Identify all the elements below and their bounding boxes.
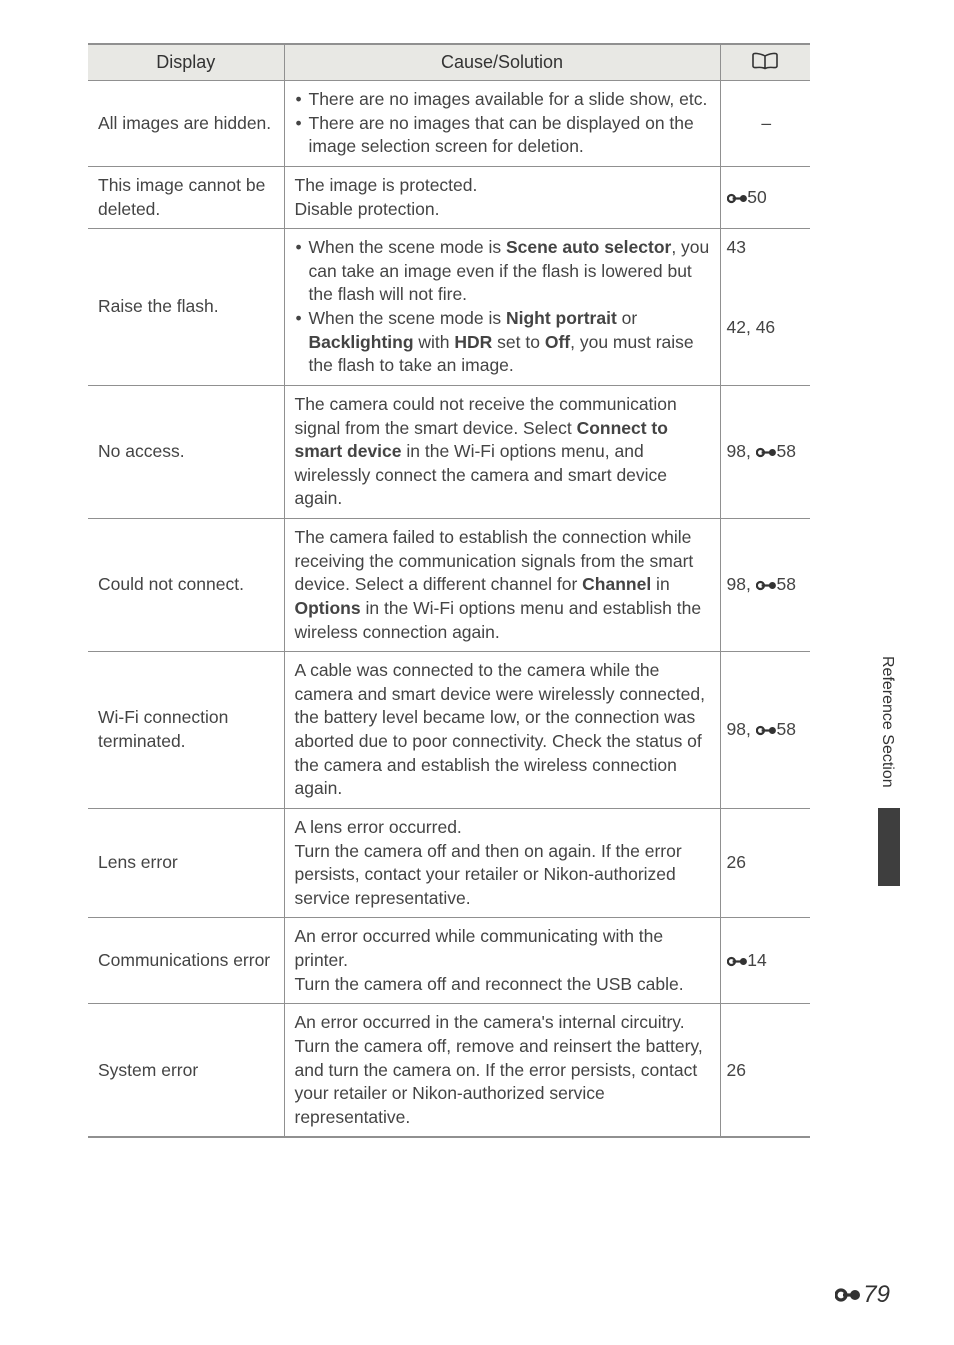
- display-cell: Lens error: [88, 808, 284, 918]
- table-row: No access.The camera could not receive t…: [88, 385, 810, 518]
- header-display: Display: [88, 44, 284, 81]
- header-cause: Cause/Solution: [284, 44, 720, 81]
- cause-cell: A cable was connected to the camera whil…: [284, 652, 720, 809]
- link-icon: [756, 724, 777, 737]
- cause-cell: A lens error occurred.Turn the camera of…: [284, 808, 720, 918]
- reference-cell: 26: [720, 808, 810, 918]
- table-row: Could not connect.The camera failed to e…: [88, 519, 810, 652]
- cause-cell: The camera could not receive the communi…: [284, 385, 720, 518]
- table-row: Raise the flash.When the scene mode is S…: [88, 229, 810, 386]
- reference-cell: 98, 58: [720, 385, 810, 518]
- display-cell: Raise the flash.: [88, 229, 284, 386]
- link-icon: [727, 192, 748, 205]
- display-cell: Communications error: [88, 918, 284, 1004]
- book-icon: [751, 52, 779, 70]
- display-cell: Could not connect.: [88, 519, 284, 652]
- reference-cell: 26: [720, 1004, 810, 1138]
- cause-cell: An error occurred while communicating wi…: [284, 918, 720, 1004]
- display-cell: System error: [88, 1004, 284, 1138]
- display-cell: All images are hidden.: [88, 81, 284, 167]
- reference-cell: 50: [720, 166, 810, 228]
- side-tab-bar: [878, 808, 900, 886]
- cause-cell: The image is protected.Disable protectio…: [284, 166, 720, 228]
- display-cell: This image cannot be deleted.: [88, 166, 284, 228]
- reference-cell: 4342, 46: [720, 229, 810, 386]
- link-icon: [756, 579, 777, 592]
- page-number-value: 79: [863, 1281, 890, 1309]
- table-row: Wi-Fi connection terminated.A cable was …: [88, 652, 810, 809]
- table-row: All images are hidden.There are no image…: [88, 81, 810, 167]
- reference-cell: 98, 58: [720, 652, 810, 809]
- cause-cell: An error occurred in the camera's intern…: [284, 1004, 720, 1138]
- reference-cell: 14: [720, 918, 810, 1004]
- header-reference: [720, 44, 810, 81]
- cause-cell: When the scene mode is Scene auto select…: [284, 229, 720, 386]
- reference-cell: –: [720, 81, 810, 167]
- cause-cell: The camera failed to establish the conne…: [284, 519, 720, 652]
- display-cell: Wi-Fi connection terminated.: [88, 652, 284, 809]
- table-row: This image cannot be deleted.The image i…: [88, 166, 810, 228]
- display-cell: No access.: [88, 385, 284, 518]
- table-row: Lens errorA lens error occurred.Turn the…: [88, 808, 810, 918]
- link-icon: [727, 955, 748, 968]
- table-row: System errorAn error occurred in the cam…: [88, 1004, 810, 1138]
- reference-cell: 98, 58: [720, 519, 810, 652]
- troubleshooting-table: Display Cause/Solution All images are hi…: [88, 43, 810, 1138]
- link-icon: [835, 1285, 861, 1305]
- side-tab-label: Reference Section: [878, 656, 896, 802]
- side-tab: Reference Section: [878, 656, 902, 886]
- page-number: 79: [835, 1281, 890, 1309]
- cause-cell: There are no images available for a slid…: [284, 81, 720, 167]
- link-icon: [756, 446, 777, 459]
- table-row: Communications errorAn error occurred wh…: [88, 918, 810, 1004]
